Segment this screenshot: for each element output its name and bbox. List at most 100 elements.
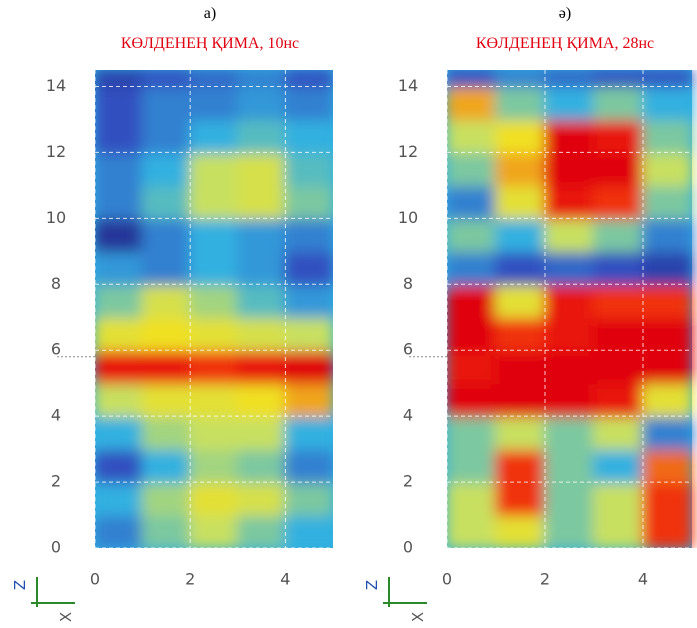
- heatmap-cell: [593, 184, 644, 219]
- heatmap-cell: [544, 69, 595, 87]
- heatmap-cell: [94, 481, 144, 516]
- heatmap-cell: [446, 184, 497, 219]
- heatmap: [446, 69, 693, 549]
- heatmap-cell: [284, 217, 334, 252]
- heatmap-cell: [544, 514, 595, 549]
- heatmap-cell: [495, 382, 546, 417]
- heatmap-cell: [446, 69, 497, 87]
- y-tick-label: 8: [403, 274, 413, 293]
- heatmap-cell: [642, 316, 693, 351]
- heatmap-cell: [189, 217, 239, 252]
- x-tick-label: 4: [280, 570, 290, 589]
- heatmap-cell: [544, 184, 595, 219]
- heatmap-cell: [94, 69, 144, 87]
- heatmap-cell: [94, 151, 144, 186]
- heatmap-cell: [544, 250, 595, 285]
- heatmap-cell: [94, 250, 144, 285]
- heatmap-cell: [544, 217, 595, 252]
- heatmap-cell: [142, 151, 192, 186]
- heatmap-cell: [495, 69, 546, 87]
- y-tick-label: 10: [398, 208, 418, 227]
- y-tick-label: 12: [46, 142, 66, 161]
- heatmap-cell: [189, 283, 239, 318]
- heatmap-cell: [593, 448, 644, 483]
- y-tick-label: 0: [51, 538, 61, 557]
- heatmap-cell: [237, 349, 287, 384]
- heatmap-cell: [284, 151, 334, 186]
- heatmap-cell: [142, 250, 192, 285]
- heatmap-cell: [495, 448, 546, 483]
- heatmap-cell: [237, 514, 287, 549]
- heatmap-cell: [544, 316, 595, 351]
- heatmap-cell: [544, 382, 595, 417]
- heatmap-cell: [495, 481, 546, 516]
- panel-title: a): [204, 5, 216, 22]
- heatmap-cell: [593, 69, 644, 87]
- heatmap-cell: [189, 69, 239, 87]
- figure: a)КӨЛДЕНЕҢ ҚИМА, 10нс02468101214024ZXә)К…: [0, 0, 697, 628]
- heatmap-cell: [495, 316, 546, 351]
- heatmap-cell: [642, 514, 693, 549]
- heatmap-cell: [446, 316, 497, 351]
- y-tick-label: 2: [51, 472, 61, 491]
- panel-subtitle: КӨЛДЕНЕҢ ҚИМА, 10нс: [121, 35, 299, 52]
- heatmap-cell: [142, 184, 192, 219]
- heatmap-cell: [593, 250, 644, 285]
- heatmap-cell: [446, 118, 497, 153]
- heatmap-cell: [94, 184, 144, 219]
- heatmap-cell: [94, 349, 144, 384]
- heatmap-cell: [544, 481, 595, 516]
- heatmap-cell: [446, 85, 497, 120]
- heatmap-area: [446, 69, 693, 549]
- heatmap-cell: [94, 85, 144, 120]
- heatmap-cell: [544, 283, 595, 318]
- heatmap-cell: [189, 151, 239, 186]
- heatmap-cell: [142, 448, 192, 483]
- heatmap-cell: [142, 118, 192, 153]
- heatmap-cell: [189, 349, 239, 384]
- heatmap-cell: [593, 316, 644, 351]
- heatmap-cell: [642, 349, 693, 384]
- heatmap-cell: [446, 349, 497, 384]
- heatmap-cell: [142, 316, 192, 351]
- heatmap-cell: [237, 151, 287, 186]
- heatmap-cell: [446, 283, 497, 318]
- heatmap-cell: [284, 283, 334, 318]
- heatmap-cell: [642, 118, 693, 153]
- heatmap-cell: [142, 283, 192, 318]
- y-tick-label: 0: [403, 538, 413, 557]
- heatmap-cell: [237, 316, 287, 351]
- heatmap-cell: [593, 151, 644, 186]
- heatmap-cell: [544, 415, 595, 450]
- y-tick-label: 14: [46, 76, 66, 95]
- heatmap-cell: [94, 118, 144, 153]
- heatmap-cell: [495, 415, 546, 450]
- heatmap-cell: [593, 514, 644, 549]
- heatmap-cell: [642, 184, 693, 219]
- heatmap-cell: [544, 349, 595, 384]
- heatmap-cell: [142, 85, 192, 120]
- heatmap-cell: [189, 448, 239, 483]
- y-tick-label: 12: [398, 142, 418, 161]
- y-tick-label: 8: [51, 274, 61, 293]
- heatmap-cell: [284, 250, 334, 285]
- heatmap-cell: [495, 151, 546, 186]
- heatmap-cell: [237, 415, 287, 450]
- x-axis-label: X: [57, 612, 75, 622]
- heatmap-cell: [284, 448, 334, 483]
- heatmap-cell: [446, 481, 497, 516]
- heatmap-cell: [189, 184, 239, 219]
- heatmap: [94, 69, 334, 549]
- heatmap-cell: [189, 481, 239, 516]
- heatmap-cell: [446, 448, 497, 483]
- heatmap-cell: [593, 217, 644, 252]
- heatmap-cell: [495, 184, 546, 219]
- heatmap-cell: [446, 151, 497, 186]
- y-tick-label: 2: [403, 472, 413, 491]
- heatmap-cell: [142, 514, 192, 549]
- heatmap-cell: [237, 184, 287, 219]
- heatmap-cell: [284, 481, 334, 516]
- heatmap-cell: [189, 316, 239, 351]
- heatmap-cell: [446, 514, 497, 549]
- heatmap-cell: [142, 217, 192, 252]
